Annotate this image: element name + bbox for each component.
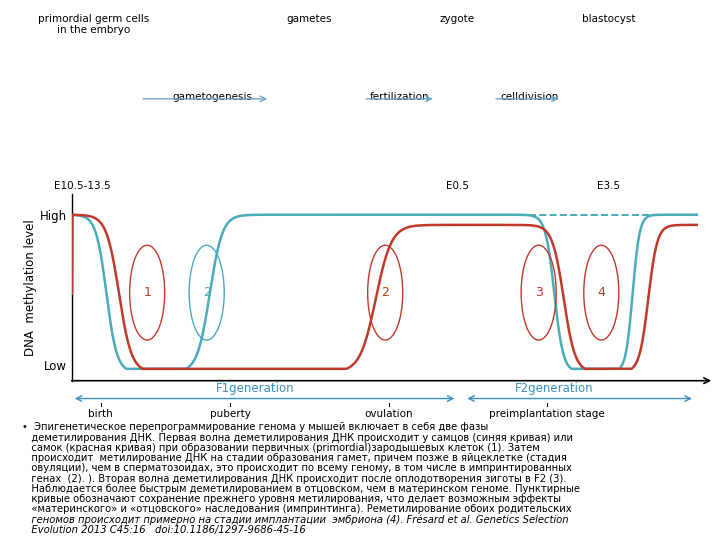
Text: gametes: gametes (287, 14, 333, 24)
Text: primordial germ cells
in the embryo: primordial germ cells in the embryo (38, 14, 149, 35)
Text: геномов происходит примерно на стадии имплантации  эмбриона (4). Frésard еt аl. : геномов происходит примерно на стадии им… (22, 515, 568, 525)
Text: деметилирования ДНК. Первая волна деметилирования ДНК происходит у самцов (синяя: деметилирования ДНК. Первая волна демети… (22, 433, 572, 443)
Text: F1generation: F1generation (216, 382, 295, 395)
Text: 2: 2 (203, 286, 211, 299)
Y-axis label: DNA  methylation level: DNA methylation level (24, 219, 37, 356)
Text: puberty: puberty (210, 409, 251, 419)
Text: «материнского» и «отцовского» наследования (импринтинга). Реметилирование обоих : «материнского» и «отцовского» наследован… (22, 504, 571, 515)
Text: •  Эпигенетическое перепрограммирование генома у мышей включает в себя две фазы: • Эпигенетическое перепрограммирование г… (22, 422, 488, 433)
Text: кривые обозначают сохранение прежнего уровня метилирования, что делает возможным: кривые обозначают сохранение прежнего ур… (22, 494, 561, 504)
Text: Evolution 2013 C45:16   doi:10.1186/1297-9686-45-16: Evolution 2013 C45:16 doi:10.1186/1297-9… (22, 525, 305, 535)
Text: celldivision: celldivision (500, 92, 559, 102)
Text: 1: 1 (143, 286, 151, 299)
Text: gametogenesis: gametogenesis (172, 92, 253, 102)
Text: генах  (2). ). Вторая волна деметилирования ДНК происходит после оплодотворения : генах (2). ). Вторая волна деметилирован… (22, 474, 566, 484)
Text: preimplantation stage: preimplantation stage (490, 409, 605, 419)
Text: E0.5: E0.5 (446, 181, 469, 191)
Text: 4: 4 (598, 286, 606, 299)
Text: fertilization: fertilization (370, 92, 429, 102)
Text: blastocyst: blastocyst (582, 14, 635, 24)
Text: овуляции), чем в сперматозоидах, это происходит по всему геному, в том числе в и: овуляции), чем в сперматозоидах, это про… (22, 463, 572, 474)
Text: zygote: zygote (440, 14, 474, 24)
Text: Наблюдается более быстрым деметилированием в отцовском, чем в материнском геноме: Наблюдается более быстрым деметилировани… (22, 484, 580, 494)
Text: 2: 2 (382, 286, 389, 299)
Text: самок (красная кривая) при образовании первичных (primordial)зародышевых клеток : самок (красная кривая) при образовании п… (22, 443, 539, 453)
Text: происходит  метилирование ДНК на стадии образования гамет, причем позже в яйцекл: происходит метилирование ДНК на стадии о… (22, 453, 567, 463)
Text: E10.5-13.5: E10.5-13.5 (55, 181, 111, 191)
Text: birth: birth (89, 409, 113, 419)
Text: E3.5: E3.5 (597, 181, 620, 191)
Text: ovulation: ovulation (364, 409, 413, 419)
Text: 3: 3 (535, 286, 543, 299)
Text: F2generation: F2generation (515, 382, 594, 395)
